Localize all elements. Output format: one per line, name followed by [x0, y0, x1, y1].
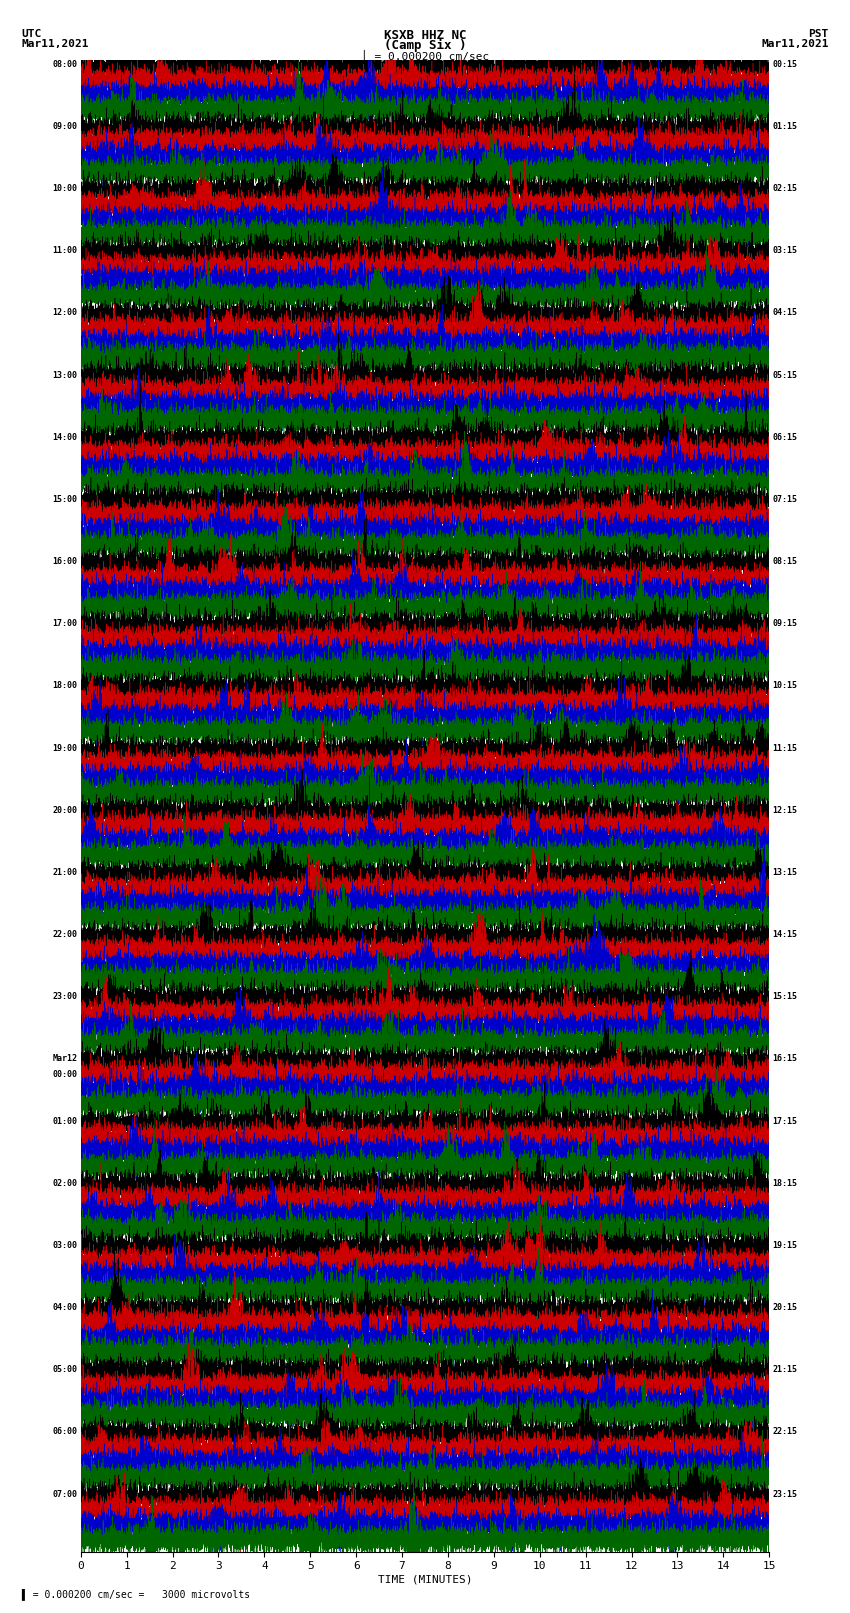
Text: (Camp Six ): (Camp Six ) [383, 39, 467, 52]
Text: Mar11,2021: Mar11,2021 [762, 39, 829, 48]
Text: 10:00: 10:00 [53, 184, 77, 194]
Text: 21:15: 21:15 [773, 1365, 797, 1374]
Text: 22:15: 22:15 [773, 1428, 797, 1436]
Text: 20:00: 20:00 [53, 806, 77, 815]
Text: PST: PST [808, 29, 829, 39]
Text: 14:15: 14:15 [773, 931, 797, 939]
Text: 13:15: 13:15 [773, 868, 797, 877]
Text: 18:00: 18:00 [53, 681, 77, 690]
Text: 23:00: 23:00 [53, 992, 77, 1002]
Text: 15:15: 15:15 [773, 992, 797, 1002]
Text: 11:00: 11:00 [53, 247, 77, 255]
Text: 12:15: 12:15 [773, 806, 797, 815]
Text: UTC: UTC [21, 29, 42, 39]
Text: 09:00: 09:00 [53, 123, 77, 131]
Text: 04:00: 04:00 [53, 1303, 77, 1311]
Text: 13:00: 13:00 [53, 371, 77, 379]
Text: 23:15: 23:15 [773, 1489, 797, 1498]
Text: 16:00: 16:00 [53, 556, 77, 566]
Text: 00:15: 00:15 [773, 60, 797, 69]
Text: 18:15: 18:15 [773, 1179, 797, 1187]
Text: 19:15: 19:15 [773, 1240, 797, 1250]
Text: ▌ = 0.000200 cm/sec =   3000 microvolts: ▌ = 0.000200 cm/sec = 3000 microvolts [21, 1589, 251, 1600]
Text: 03:00: 03:00 [53, 1240, 77, 1250]
Text: 19:00: 19:00 [53, 744, 77, 753]
Text: 22:00: 22:00 [53, 931, 77, 939]
Text: 09:15: 09:15 [773, 619, 797, 627]
Text: 00:00: 00:00 [53, 1069, 77, 1079]
Text: 02:15: 02:15 [773, 184, 797, 194]
Text: 04:15: 04:15 [773, 308, 797, 318]
Text: Mar11,2021: Mar11,2021 [21, 39, 88, 48]
Text: 12:00: 12:00 [53, 308, 77, 318]
Text: 03:15: 03:15 [773, 247, 797, 255]
Text: 06:00: 06:00 [53, 1428, 77, 1436]
Text: │ = 0.000200 cm/sec: │ = 0.000200 cm/sec [361, 50, 489, 63]
Text: 14:00: 14:00 [53, 432, 77, 442]
Text: 20:15: 20:15 [773, 1303, 797, 1311]
Text: 07:00: 07:00 [53, 1489, 77, 1498]
Text: 05:15: 05:15 [773, 371, 797, 379]
Text: 01:00: 01:00 [53, 1116, 77, 1126]
X-axis label: TIME (MINUTES): TIME (MINUTES) [377, 1574, 473, 1584]
Text: 17:15: 17:15 [773, 1116, 797, 1126]
Text: 01:15: 01:15 [773, 123, 797, 131]
Text: 21:00: 21:00 [53, 868, 77, 877]
Text: 10:15: 10:15 [773, 681, 797, 690]
Text: 06:15: 06:15 [773, 432, 797, 442]
Text: 08:00: 08:00 [53, 60, 77, 69]
Text: 11:15: 11:15 [773, 744, 797, 753]
Text: Mar12: Mar12 [53, 1055, 77, 1063]
Text: 08:15: 08:15 [773, 556, 797, 566]
Text: KSXB HHZ NC: KSXB HHZ NC [383, 29, 467, 42]
Text: 17:00: 17:00 [53, 619, 77, 627]
Text: 05:00: 05:00 [53, 1365, 77, 1374]
Text: 07:15: 07:15 [773, 495, 797, 503]
Text: 15:00: 15:00 [53, 495, 77, 503]
Text: 02:00: 02:00 [53, 1179, 77, 1187]
Text: 16:15: 16:15 [773, 1055, 797, 1063]
